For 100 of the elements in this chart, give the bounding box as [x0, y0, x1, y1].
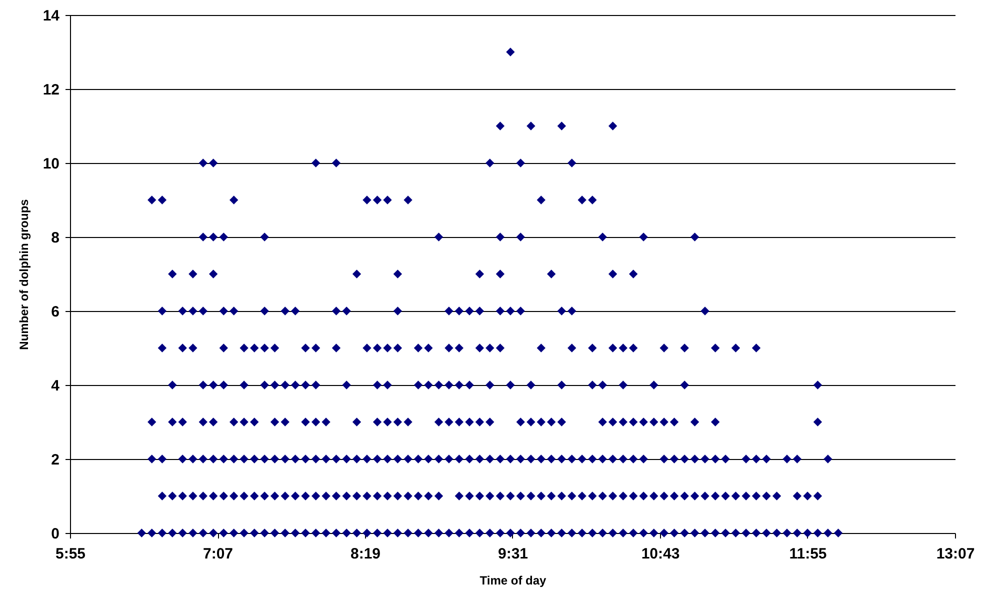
point: [680, 380, 689, 390]
point: [260, 306, 269, 316]
point: [475, 270, 484, 278]
point: [516, 418, 525, 426]
point: [454, 418, 464, 426]
point: [588, 196, 597, 204]
point: [270, 418, 280, 426]
x-tick-label: 11:55: [789, 546, 827, 562]
point: [444, 418, 454, 426]
point: [752, 344, 761, 352]
point: [404, 196, 412, 204]
point: [598, 380, 607, 390]
point: [383, 418, 392, 426]
point: [250, 418, 259, 426]
point: [260, 344, 269, 352]
point: [230, 196, 238, 204]
x-tick-label: 7:07: [202, 546, 234, 562]
point: [486, 344, 494, 352]
point: [372, 196, 382, 204]
point: [557, 306, 566, 316]
point: [536, 418, 546, 426]
point: [496, 270, 505, 278]
point: [608, 122, 618, 130]
point: [557, 380, 566, 390]
point: [588, 344, 597, 352]
point: [250, 344, 259, 352]
point: [352, 418, 362, 426]
y-tick-label: 2: [51, 452, 60, 468]
point: [444, 380, 454, 390]
point: [178, 418, 187, 426]
point: [516, 158, 525, 168]
point: [516, 306, 525, 316]
point: [628, 418, 638, 426]
point: [198, 232, 208, 242]
point: [240, 380, 248, 390]
point: [608, 270, 618, 278]
x-tick-label: 13:07: [936, 546, 975, 562]
point: [198, 380, 208, 390]
point: [465, 306, 474, 316]
point: [280, 380, 290, 390]
point: [280, 418, 290, 426]
point: [444, 306, 454, 316]
point: [454, 344, 464, 352]
point: [332, 344, 341, 352]
point: [700, 306, 710, 316]
point: [660, 418, 668, 426]
point: [434, 380, 444, 390]
point: [393, 418, 402, 426]
point: [312, 418, 320, 426]
point: [148, 196, 156, 204]
x-tick-label: 10:43: [641, 546, 680, 562]
point: [372, 380, 382, 390]
point: [188, 270, 198, 278]
point: [393, 270, 402, 278]
point: [496, 232, 505, 242]
point: [526, 122, 536, 130]
point: [322, 418, 330, 426]
point: [178, 344, 187, 352]
point: [536, 344, 546, 352]
point: [312, 158, 320, 168]
y-tick-label: 14: [42, 8, 60, 24]
point: [372, 418, 382, 426]
point: [486, 158, 494, 168]
point: [312, 380, 320, 390]
point: [690, 232, 700, 242]
point: [404, 418, 412, 426]
point: [424, 380, 433, 390]
point: [690, 418, 700, 426]
point: [444, 344, 454, 352]
point: [188, 344, 198, 352]
point: [208, 158, 218, 168]
point: [208, 418, 218, 426]
point: [342, 306, 351, 316]
y-tick-label: 6: [51, 304, 60, 320]
point: [568, 344, 576, 352]
point: [188, 306, 198, 316]
point: [628, 344, 638, 352]
point: [301, 344, 310, 352]
point: [496, 122, 505, 130]
point: [475, 306, 484, 316]
point: [270, 380, 280, 390]
point: [557, 122, 566, 130]
point: [557, 418, 566, 426]
point: [393, 344, 402, 352]
point: [496, 306, 505, 316]
point: [639, 232, 648, 242]
x-tick-label: 9:31: [498, 546, 528, 562]
point: [618, 344, 628, 352]
point: [506, 380, 515, 390]
point: [568, 158, 576, 168]
point: [312, 344, 320, 352]
point: [393, 306, 402, 316]
point: [618, 418, 628, 426]
point: [280, 306, 290, 316]
y-tick-label: 4: [51, 378, 60, 394]
point: [526, 380, 536, 390]
point: [547, 418, 556, 426]
point: [332, 158, 341, 168]
point: [168, 418, 177, 426]
point: [230, 306, 238, 316]
